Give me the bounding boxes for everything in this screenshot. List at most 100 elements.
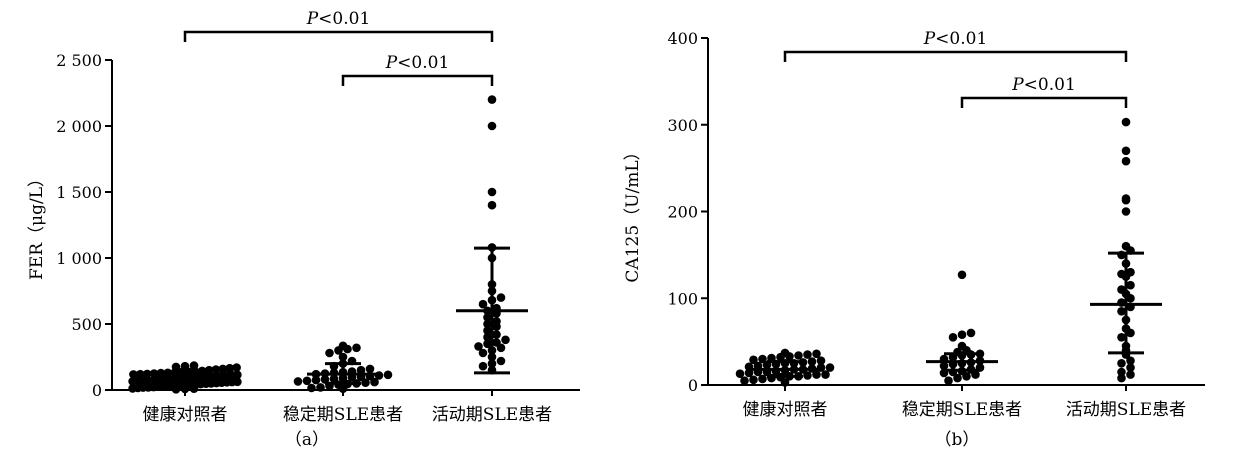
data-point (957, 341, 967, 351)
data-point (1121, 194, 1131, 203)
data-point (352, 343, 361, 353)
comparison-bracket (783, 50, 1128, 62)
y-tick-label: 2 500 (56, 51, 102, 70)
data-point (821, 370, 830, 379)
data-point (492, 317, 501, 326)
chart-b-ylabel: CA125（U/mL） (623, 143, 643, 282)
x-tick-label: 健康对照者 (743, 400, 828, 420)
data-point (780, 348, 790, 358)
data-point (189, 361, 199, 370)
data-point (316, 383, 325, 392)
data-point (218, 364, 228, 374)
data-point (365, 364, 375, 374)
comparison-bracket (960, 96, 1128, 108)
data-point (136, 369, 145, 379)
y-tick-label: 200 (667, 203, 698, 222)
data-point (957, 270, 967, 280)
data-point (1121, 117, 1131, 127)
data-point (492, 330, 501, 339)
data-point (496, 356, 506, 366)
data-point (749, 375, 758, 385)
data-point (293, 377, 303, 386)
data-point (1126, 267, 1135, 277)
data-point (171, 362, 181, 372)
data-point (478, 299, 488, 309)
data-point (953, 373, 962, 383)
data-point (1117, 285, 1126, 294)
data-point (1126, 280, 1135, 290)
data-point (204, 365, 214, 375)
data-point (211, 365, 221, 374)
data-point (487, 95, 497, 104)
chart-a-axes: 0 500 1 000 1 500 2 000 2 500 健康对照者 稳定期SLE患者 活动期… (56, 51, 580, 425)
data-point (1126, 356, 1135, 366)
data-point (1117, 307, 1126, 316)
data-point (478, 361, 488, 371)
chart-b-points (735, 117, 1135, 387)
data-point (129, 370, 138, 379)
data-point (1121, 207, 1131, 216)
p-value-label: P<0.01 (1011, 75, 1076, 95)
y-tick-label: 100 (667, 289, 698, 308)
data-point (812, 370, 821, 379)
data-point (966, 328, 976, 338)
data-point (329, 374, 339, 384)
data-point (325, 348, 334, 358)
data-point (320, 375, 330, 384)
data-point (948, 333, 958, 342)
data-point (740, 376, 749, 386)
x-tick-label: 健康对照者 (143, 405, 228, 425)
data-point (1117, 367, 1126, 377)
data-point (749, 355, 758, 365)
data-point (383, 370, 393, 380)
comparison-bracket (341, 74, 494, 86)
p-value-label: P<0.01 (385, 53, 450, 73)
data-point (478, 348, 488, 358)
data-point (825, 363, 835, 372)
x-tick-label: 活动期SLE患者 (1066, 400, 1186, 420)
y-tick-label: 0 (92, 381, 102, 400)
data-point (496, 293, 506, 302)
data-point (492, 338, 501, 347)
x-tick-label: 活动期SLE患者 (432, 405, 552, 425)
data-point (225, 363, 234, 373)
data-point (1121, 146, 1131, 156)
data-point (816, 356, 826, 366)
data-point (735, 369, 745, 379)
chart-b-panel-label: （b） (935, 430, 980, 450)
y-tick-label: 300 (667, 116, 698, 135)
data-point (338, 341, 348, 351)
data-point (149, 369, 159, 378)
data-point (370, 377, 379, 387)
data-point (233, 370, 242, 380)
chart-b-comparisons: P<0.01 P<0.01 (783, 29, 1128, 108)
data-point (180, 361, 190, 371)
y-tick-label: 1 500 (56, 183, 102, 202)
p-value-label: P<0.01 (923, 29, 988, 49)
data-point (1117, 373, 1126, 383)
data-point (758, 374, 767, 384)
y-tick-label: 400 (667, 29, 698, 48)
data-point (1121, 156, 1131, 166)
data-point (338, 352, 348, 362)
data-point (1117, 359, 1126, 368)
data-point (1126, 370, 1135, 379)
chart-a-comparisons: P<0.01 P<0.01 (183, 9, 494, 86)
data-point (803, 350, 812, 359)
data-point (794, 351, 803, 360)
p-value-label: P<0.01 (306, 9, 371, 29)
y-tick-label: 2 000 (56, 117, 102, 136)
data-point (483, 313, 492, 322)
x-tick-label: 稳定期SLE患者 (902, 400, 1022, 420)
data-point (483, 332, 492, 342)
chart-panel-a: 0 500 1 000 1 500 2 000 2 500 健康对照者 稳定期SLE患者 活动期… (27, 9, 580, 450)
chart-a-panel-label: （a） (285, 430, 329, 450)
data-point (483, 319, 492, 329)
chart-b-error-bars (749, 251, 1162, 378)
data-point (803, 371, 812, 380)
data-point (1126, 363, 1135, 372)
data-point (232, 363, 241, 372)
data-point (1117, 269, 1126, 279)
data-point (939, 361, 949, 371)
